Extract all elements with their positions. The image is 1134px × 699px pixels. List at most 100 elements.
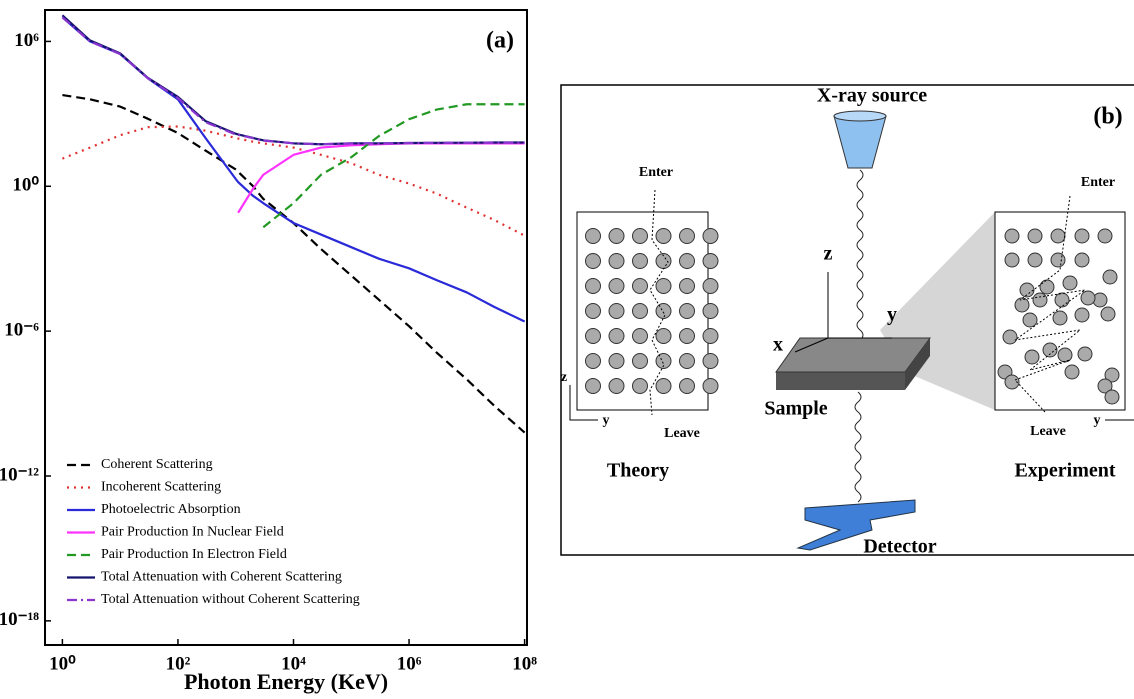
- source-label: X-ray source: [817, 85, 927, 107]
- atom: [1043, 343, 1057, 357]
- atom: [656, 279, 671, 294]
- x-tick-label: 10⁰: [49, 653, 76, 674]
- atom: [703, 229, 718, 244]
- atom: [633, 379, 648, 394]
- atom: [586, 279, 601, 294]
- atom: [586, 229, 601, 244]
- atom: [656, 379, 671, 394]
- atom: [1103, 270, 1117, 284]
- atom: [609, 279, 624, 294]
- leave-label: Leave: [1030, 424, 1066, 439]
- panel-label: (b): [1093, 104, 1122, 130]
- source-top: [834, 111, 886, 121]
- atom: [1075, 308, 1089, 322]
- experiment-title: Experiment: [1014, 460, 1115, 482]
- atom: [656, 329, 671, 344]
- atom: [1058, 348, 1072, 362]
- atom: [703, 379, 718, 394]
- sample-label: Sample: [764, 398, 827, 420]
- atom: [633, 354, 648, 369]
- atom: [1053, 311, 1067, 325]
- atom: [1003, 330, 1017, 344]
- atom: [680, 329, 695, 344]
- sample-front: [776, 372, 905, 390]
- legend-label: Incoherent Scattering: [101, 480, 221, 495]
- atom: [1078, 347, 1092, 361]
- atom: [1005, 229, 1019, 243]
- axis-z: z: [824, 243, 833, 265]
- atom: [609, 304, 624, 319]
- atom: [1015, 298, 1029, 312]
- atom: [1051, 229, 1065, 243]
- axis-y: y: [1094, 413, 1101, 428]
- y-tick-label: 10⁻⁶: [4, 319, 39, 340]
- series-line: [238, 143, 524, 212]
- atom: [1081, 291, 1095, 305]
- atom: [633, 254, 648, 269]
- atom: [703, 329, 718, 344]
- atom: [609, 229, 624, 244]
- x-tick-label: 10⁸: [512, 653, 537, 674]
- atom: [1098, 229, 1112, 243]
- atom: [680, 279, 695, 294]
- series-line: [62, 95, 524, 433]
- axis-y: y: [887, 304, 897, 326]
- legend-label: Pair Production In Nuclear Field: [101, 525, 284, 540]
- y-tick-label: 10⁰: [12, 175, 39, 196]
- panel-label: (a): [486, 28, 514, 54]
- panel-b: (b) X-ray source z y x Sample Detector E…: [561, 85, 1134, 558]
- atom: [1075, 229, 1089, 243]
- xray-source: [834, 116, 886, 168]
- theory-title: Theory: [607, 460, 669, 482]
- atom: [680, 379, 695, 394]
- atom: [1028, 229, 1042, 243]
- axis-x: x: [773, 334, 783, 356]
- legend-label: Total Attenuation without Coherent Scatt…: [101, 592, 360, 607]
- sample-top: [776, 338, 930, 372]
- x-tick-label: 10⁶: [397, 653, 422, 674]
- atom: [1040, 280, 1054, 294]
- beam: [857, 170, 863, 340]
- legend-label: Coherent Scattering: [101, 457, 213, 472]
- atom: [703, 254, 718, 269]
- atom: [1005, 253, 1019, 267]
- atom: [1033, 293, 1047, 307]
- legend-label: Total Attenuation with Coherent Scatteri…: [101, 570, 342, 585]
- atom: [633, 329, 648, 344]
- axis-y: y: [603, 413, 610, 428]
- atom: [1101, 307, 1115, 321]
- atom: [586, 329, 601, 344]
- y-tick-label: 10⁻¹²: [0, 464, 39, 485]
- leave-label: Leave: [664, 426, 700, 441]
- atom: [609, 329, 624, 344]
- enter-label: Enter: [639, 165, 673, 180]
- atom: [656, 229, 671, 244]
- atom: [1051, 253, 1065, 267]
- atom: [1023, 313, 1037, 327]
- atom: [586, 304, 601, 319]
- atom: [1028, 253, 1042, 267]
- enter-label: Enter: [1081, 175, 1115, 190]
- atom: [633, 304, 648, 319]
- atom: [1065, 365, 1079, 379]
- y-tick-label: 10⁶: [14, 30, 39, 51]
- atom: [1105, 390, 1119, 404]
- atom: [656, 304, 671, 319]
- atom: [586, 379, 601, 394]
- atom: [633, 279, 648, 294]
- y-tick-label: 10⁻¹⁸: [0, 609, 39, 630]
- atom: [586, 254, 601, 269]
- atom: [680, 229, 695, 244]
- atom: [680, 254, 695, 269]
- atom: [609, 254, 624, 269]
- atom: [609, 354, 624, 369]
- atom: [609, 379, 624, 394]
- axis-z: z: [561, 370, 567, 385]
- series-line: [62, 17, 524, 144]
- atom: [680, 304, 695, 319]
- atom: [1025, 350, 1039, 364]
- atom: [1075, 253, 1089, 267]
- beam: [855, 392, 861, 502]
- series-line: [62, 15, 524, 144]
- x-tick-label: 10⁴: [281, 653, 306, 674]
